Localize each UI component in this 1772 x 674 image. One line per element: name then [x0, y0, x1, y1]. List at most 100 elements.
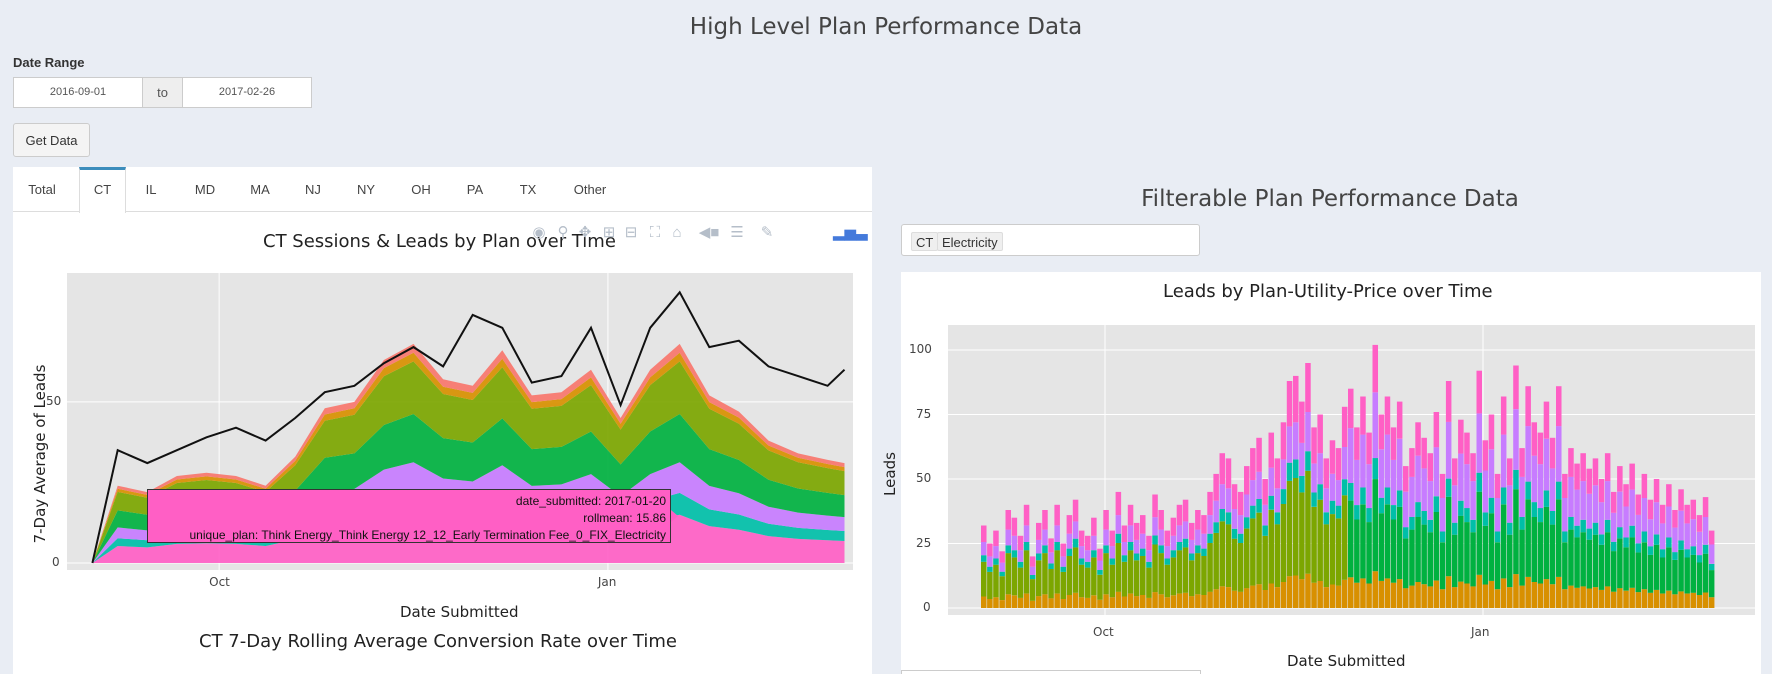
- right-bar-53-seg-0: [1305, 573, 1311, 608]
- right-bar-15-seg-3: [1072, 521, 1079, 539]
- tab-il[interactable]: IL: [145, 182, 157, 197]
- right-bar-99-seg-2: [1586, 528, 1593, 540]
- right-bar-55-seg-3: [1317, 453, 1323, 485]
- right-bar-55-seg-0: [1317, 580, 1323, 608]
- tab-pa[interactable]: PA: [466, 182, 484, 197]
- right-bar-48-seg-1: [1274, 524, 1281, 587]
- home-icon[interactable]: ⌂: [672, 224, 682, 241]
- tab-md[interactable]: MD: [194, 182, 216, 197]
- right-bar-70-seg-0: [1409, 585, 1415, 608]
- plotly-modebar: ◉ ⚲ ✥ ⊞ ⊟ ⛶ ⌂ ◀■ ☰ ✎ ▂▅▃: [530, 222, 868, 244]
- right-bar-51-seg-1: [1293, 478, 1299, 576]
- right-bar-108-seg-2: [1641, 531, 1648, 543]
- date-end-input[interactable]: 2017-02-26: [182, 77, 312, 108]
- plan-filter-input[interactable]: CT Electricity: [901, 224, 1200, 256]
- right-bar-57-seg-4: [1329, 440, 1336, 474]
- right-bar-90-seg-3: [1531, 455, 1538, 503]
- right-bar-73-seg-3: [1427, 481, 1434, 520]
- right-bar-59-seg-4: [1341, 406, 1348, 447]
- right-bar-67: [1390, 427, 1397, 608]
- right-bar-6-seg-2: [1017, 561, 1024, 568]
- right-bar-30: [1164, 530, 1171, 608]
- camera-icon[interactable]: ◉: [532, 224, 546, 241]
- right-bar-103-seg-2: [1611, 541, 1617, 552]
- autoscale-icon[interactable]: ⛶: [649, 224, 661, 241]
- tab-other[interactable]: Other: [573, 182, 607, 197]
- right-bar-103-seg-3: [1611, 512, 1617, 542]
- plotly-logo-icon[interactable]: ▂▅▃: [833, 224, 868, 241]
- right-bar-93-seg-0: [1549, 584, 1556, 608]
- zoom-in-icon[interactable]: ⊞: [602, 224, 616, 241]
- tab-tx[interactable]: TX: [519, 182, 537, 197]
- bottom-filter-box[interactable]: [901, 670, 1201, 674]
- right-bar-91: [1537, 432, 1544, 608]
- right-bar-108-seg-4: [1641, 473, 1648, 498]
- tab-total[interactable]: Total: [28, 182, 56, 197]
- right-bar-36: [1201, 515, 1207, 608]
- edit-icon[interactable]: ✎: [760, 224, 774, 241]
- right-bar-67-seg-2: [1390, 505, 1397, 520]
- right-bar-109-seg-2: [1647, 546, 1654, 555]
- right-bar-86-seg-4: [1507, 458, 1513, 486]
- right-bar-65-seg-4: [1378, 414, 1385, 450]
- pan-icon[interactable]: ✥: [578, 224, 592, 241]
- right-bar-52: [1299, 401, 1305, 608]
- tab-ny[interactable]: NY: [356, 182, 376, 197]
- get-data-button[interactable]: Get Data: [13, 123, 90, 157]
- right-bar-17-seg-3: [1085, 550, 1091, 562]
- hover-compare-icon[interactable]: ☰: [730, 224, 744, 241]
- right-bar-107-seg-3: [1635, 514, 1642, 544]
- right-bar-40-seg-2: [1225, 512, 1232, 525]
- right-bar-28: [1152, 494, 1158, 608]
- right-bar-98-seg-4: [1580, 453, 1586, 482]
- right-bar-89-seg-0: [1525, 576, 1531, 608]
- right-bar-118-seg-4: [1702, 497, 1709, 518]
- right-bar-23-seg-4: [1121, 525, 1128, 542]
- right-bar-110-seg-4: [1653, 479, 1660, 503]
- right-bar-98-seg-0: [1580, 586, 1586, 608]
- zoom-icon[interactable]: ⚲: [557, 224, 569, 241]
- right-bar-92-seg-3: [1543, 438, 1550, 491]
- right-bar-117-seg-1: [1696, 562, 1703, 595]
- right-bar-32-seg-0: [1176, 593, 1183, 608]
- left-x-axis-title: Date Submitted: [400, 603, 519, 621]
- left-x-tick-1: Jan: [597, 575, 617, 589]
- right-bar-82: [1482, 440, 1489, 608]
- right-bar-23-seg-0: [1121, 596, 1128, 608]
- right-bar-113-seg-0: [1672, 594, 1678, 608]
- right-bar-51-seg-4: [1293, 375, 1299, 423]
- right-bar-36-seg-0: [1201, 595, 1207, 608]
- right-bar-68-seg-1: [1396, 506, 1403, 580]
- right-bar-14-seg-2: [1066, 548, 1073, 556]
- right-bar-46: [1262, 479, 1268, 608]
- right-x-tick-0: Oct: [1093, 625, 1114, 639]
- right-bar-69-seg-2: [1403, 527, 1409, 539]
- tab-nj[interactable]: NJ: [305, 182, 321, 197]
- tab-ct[interactable]: CT: [79, 167, 126, 213]
- right-bar-2-seg-2: [993, 558, 999, 565]
- filter-tag-ct[interactable]: CT: [911, 232, 939, 251]
- right-bar-113-seg-1: [1672, 560, 1678, 595]
- right-bar-95-seg-0: [1562, 589, 1568, 608]
- right-bar-5: [1011, 517, 1018, 608]
- right-bar-105-seg-4: [1623, 484, 1629, 507]
- right-bar-91-seg-4: [1537, 432, 1544, 465]
- tab-oh[interactable]: OH: [411, 182, 431, 197]
- right-bar-119-seg-4: [1708, 530, 1715, 545]
- right-bar-14-seg-1: [1066, 556, 1073, 595]
- date-start-input[interactable]: 2016-09-01: [13, 77, 143, 108]
- right-bar-83: [1488, 414, 1495, 608]
- right-bar-75: [1439, 473, 1446, 608]
- filter-tag-electricity[interactable]: Electricity: [937, 232, 1003, 251]
- right-bar-10-seg-0: [1042, 594, 1048, 608]
- right-bar-104-seg-1: [1617, 538, 1623, 589]
- hover-closest-icon[interactable]: ◀■: [698, 224, 720, 241]
- tab-ma[interactable]: MA: [250, 182, 270, 197]
- right-bar-106: [1629, 463, 1635, 608]
- right-bar-91-seg-3: [1537, 464, 1544, 509]
- zoom-out-icon[interactable]: ⊟: [624, 224, 638, 241]
- right-bar-103-seg-0: [1611, 591, 1617, 608]
- right-bar-72-seg-4: [1421, 437, 1427, 469]
- right-bar-3-seg-0: [999, 600, 1005, 608]
